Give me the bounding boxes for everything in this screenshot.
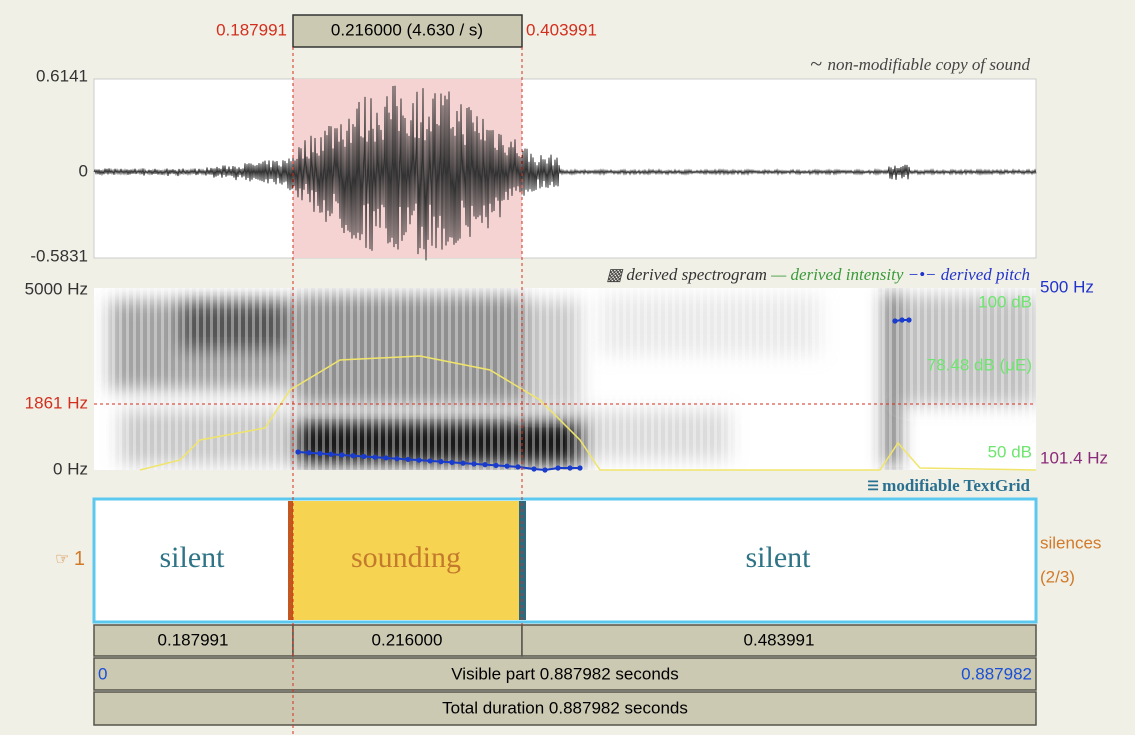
pitch-point xyxy=(350,453,355,458)
boundary[interactable] xyxy=(288,501,293,620)
duration-label[interactable]: 0.483991 xyxy=(744,630,815,649)
pitch-point xyxy=(899,317,904,322)
pitch-min: 101.4 Hz xyxy=(1040,448,1108,467)
tier-name: silences xyxy=(1040,533,1101,552)
pitch-point xyxy=(427,458,432,463)
spectrogram xyxy=(94,288,1036,470)
pitch-max: 500 Hz xyxy=(1040,277,1094,296)
duration-label[interactable]: 0.216000 xyxy=(372,630,443,649)
selection-end: 0.403991 xyxy=(526,20,597,39)
pitch-point xyxy=(542,467,547,472)
tier[interactable] xyxy=(94,499,1036,622)
legend-icon: — xyxy=(767,265,791,284)
boundary[interactable] xyxy=(519,501,526,620)
pitch-point xyxy=(504,464,509,469)
tier-pointer-icon: ☞ xyxy=(55,551,74,568)
intensity-mean: 78.48 dB (μE) xyxy=(927,355,1032,374)
pitch-point xyxy=(471,461,476,466)
pitch-point xyxy=(892,318,897,323)
freq-min: 0 Hz xyxy=(53,459,88,478)
tier-count: (2/3) xyxy=(1040,567,1075,586)
body: 0.187991 0.216000 (4.630 / s) 0.403991 ~… xyxy=(0,0,1135,735)
sound-ymax: 0.6141 xyxy=(36,66,88,85)
pitch-point xyxy=(306,450,311,455)
sound-ymin: -0.5831 xyxy=(30,246,88,265)
sound-title: ~ non-modifiable copy of sound xyxy=(810,51,1030,76)
visible-label[interactable]: Visible part 0.887982 seconds xyxy=(451,664,678,683)
pitch-point xyxy=(317,451,322,456)
editor: 0.187991 0.216000 (4.630 / s) 0.403991 ~… xyxy=(0,0,1135,735)
pitch-point xyxy=(515,464,520,469)
legend-icon: ▩ xyxy=(606,265,626,284)
pitch-point xyxy=(577,465,582,470)
pitch-point xyxy=(361,454,366,459)
pitch-point xyxy=(567,465,572,470)
sound-yzero: 0 xyxy=(79,161,88,180)
pitch-point xyxy=(460,461,465,466)
visible-start: 0 xyxy=(98,664,107,683)
textgrid-icon: ☰ xyxy=(867,478,882,493)
visible-end: 0.887982 xyxy=(961,664,1032,683)
page: TextGrid editor {"selection": {"start": … xyxy=(0,0,1135,735)
pitch-point xyxy=(295,449,300,454)
pitch-point xyxy=(405,457,410,462)
textgrid-title-text: modifiable TextGrid xyxy=(882,476,1030,495)
pitch-point xyxy=(383,455,388,460)
pitch-point xyxy=(416,458,421,463)
intensity-max: 100 dB xyxy=(978,292,1032,311)
sound-icon: ~ xyxy=(810,51,827,76)
selection-start: 0.187991 xyxy=(216,20,287,39)
textgrid-title: ☰ modifiable TextGrid xyxy=(867,476,1030,495)
pitch-point xyxy=(555,465,560,470)
pitch-point xyxy=(449,460,454,465)
pitch-point xyxy=(372,455,377,460)
pitch-point xyxy=(493,463,498,468)
pitch-point xyxy=(482,462,487,467)
tier-number-text: 1 xyxy=(74,548,85,570)
interval-text[interactable]: sounding xyxy=(351,541,461,574)
selection-duration[interactable]: 0.216000 (4.630 / s) xyxy=(331,20,483,39)
analysis-legend: ▩ derived spectrogram — derived intensit… xyxy=(606,265,1030,284)
freq-max: 5000 Hz xyxy=(25,279,88,298)
pitch-point xyxy=(438,459,443,464)
duration-label[interactable]: 0.187991 xyxy=(158,630,229,649)
pitch-point xyxy=(339,452,344,457)
legend-intensity: derived intensity xyxy=(791,265,904,284)
legend-pitch: derived pitch xyxy=(941,265,1030,284)
legend-spectrogram: derived spectrogram xyxy=(626,265,767,284)
cursor-freq: 1861 Hz xyxy=(25,393,88,412)
pitch-point xyxy=(394,456,399,461)
interval-text[interactable]: silent xyxy=(746,541,812,574)
pitch-point xyxy=(531,466,536,471)
tier-number[interactable]: ☞ 1 xyxy=(55,548,85,570)
total-duration[interactable]: Total duration 0.887982 seconds xyxy=(442,698,688,717)
pitch-point xyxy=(328,452,333,457)
pitch-point xyxy=(906,317,911,322)
sound-title-text: non-modifiable copy of sound xyxy=(827,55,1030,74)
legend-icon: −•− xyxy=(903,265,940,284)
interval-text[interactable]: silent xyxy=(160,541,226,574)
intensity-min: 50 dB xyxy=(988,442,1032,461)
